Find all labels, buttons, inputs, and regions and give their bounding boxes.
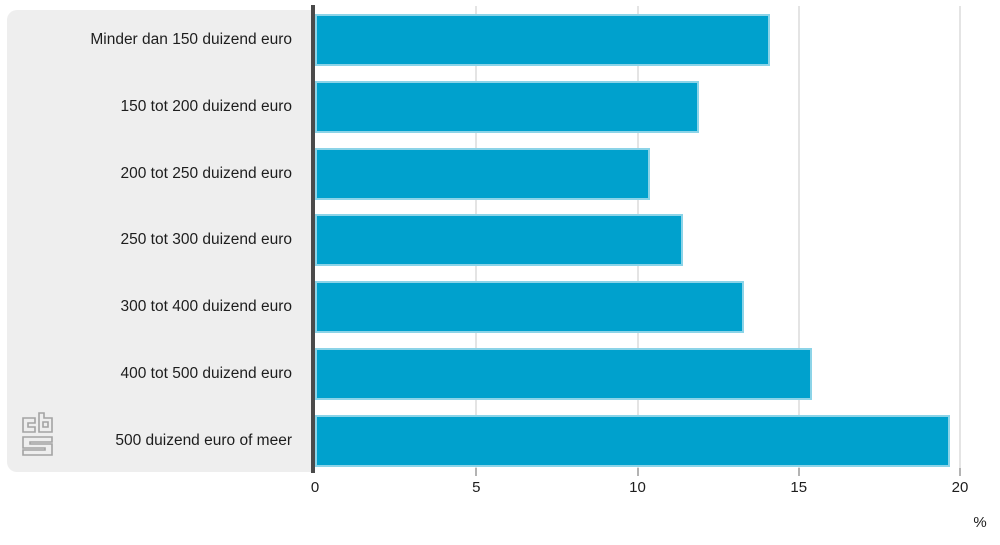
category-label: 200 tot 250 duizend euro bbox=[120, 164, 293, 182]
bar-250-tot-300[interactable] bbox=[315, 214, 683, 267]
x-axis-unit-label: % bbox=[973, 514, 987, 531]
bar-400-tot-500[interactable] bbox=[315, 348, 812, 401]
gridline bbox=[797, 6, 800, 468]
category-label: 150 tot 200 duizend euro bbox=[120, 97, 293, 115]
x-axis-tick bbox=[636, 468, 639, 476]
category-label: 400 tot 500 duizend euro bbox=[120, 365, 293, 383]
cbs-logo-icon bbox=[22, 412, 53, 456]
bar-300-tot-400[interactable] bbox=[315, 281, 744, 334]
bar-minder-dan-150[interactable] bbox=[315, 14, 770, 66]
gridline bbox=[959, 6, 961, 468]
bar-150-tot-200[interactable] bbox=[315, 80, 699, 133]
category-label: Minder dan 150 duizend euro bbox=[90, 31, 292, 48]
bar-500-of-meer[interactable] bbox=[315, 414, 951, 467]
category-label: 300 tot 400 duizend euro bbox=[120, 298, 293, 316]
category-label: 250 tot 300 duizend euro bbox=[120, 231, 293, 249]
x-tick-label: 0 bbox=[310, 479, 320, 496]
category-label: 500 duizend euro of meer bbox=[115, 431, 292, 449]
x-axis-tick bbox=[475, 468, 478, 476]
y-axis-line bbox=[311, 5, 315, 473]
plot-area bbox=[315, 6, 985, 468]
x-tick-label: 15 bbox=[790, 479, 808, 496]
x-tick-label: 10 bbox=[629, 479, 646, 496]
category-label-panel bbox=[7, 10, 311, 472]
x-axis-tick bbox=[797, 468, 800, 476]
x-tick-label: 20 bbox=[951, 479, 969, 496]
bar-200-tot-250[interactable] bbox=[315, 147, 651, 200]
x-tick-label: 5 bbox=[472, 479, 481, 496]
x-axis-tick bbox=[959, 468, 961, 476]
